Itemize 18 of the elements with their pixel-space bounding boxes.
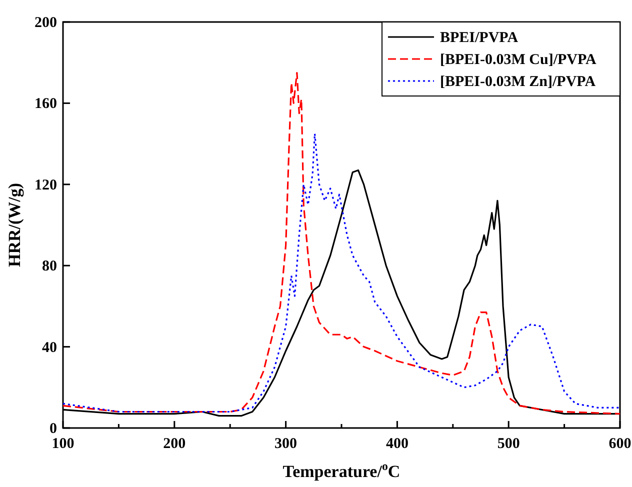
legend-label: BPEI/PVPA [440, 30, 518, 46]
x-tick-label: 100 [52, 436, 74, 452]
x-tick-label: 200 [163, 436, 186, 452]
y-tick-label: 200 [34, 15, 57, 31]
legend-label: [BPEI-0.03M Zn]/PVPA [440, 74, 596, 90]
x-tick-label: 300 [274, 436, 298, 452]
y-axis-title: HRR/(W/g) [5, 182, 24, 268]
y-tick-label: 0 [50, 421, 57, 437]
y-tick-label: 120 [34, 177, 57, 194]
y-tick-label: 40 [42, 340, 57, 356]
y-tick-label: 80 [42, 258, 57, 275]
y-tick-label: 160 [34, 96, 57, 112]
x-tick-label: 600 [608, 436, 632, 452]
line-series [62, 72, 621, 415]
x-tick-label: 500 [497, 436, 520, 452]
x-tick-label: 400 [386, 436, 408, 452]
x-axis-title: Temperature/$^{o}$C [282, 459, 400, 481]
legend-label: [BPEI-0.03M Cu]/PVPA [440, 52, 597, 68]
